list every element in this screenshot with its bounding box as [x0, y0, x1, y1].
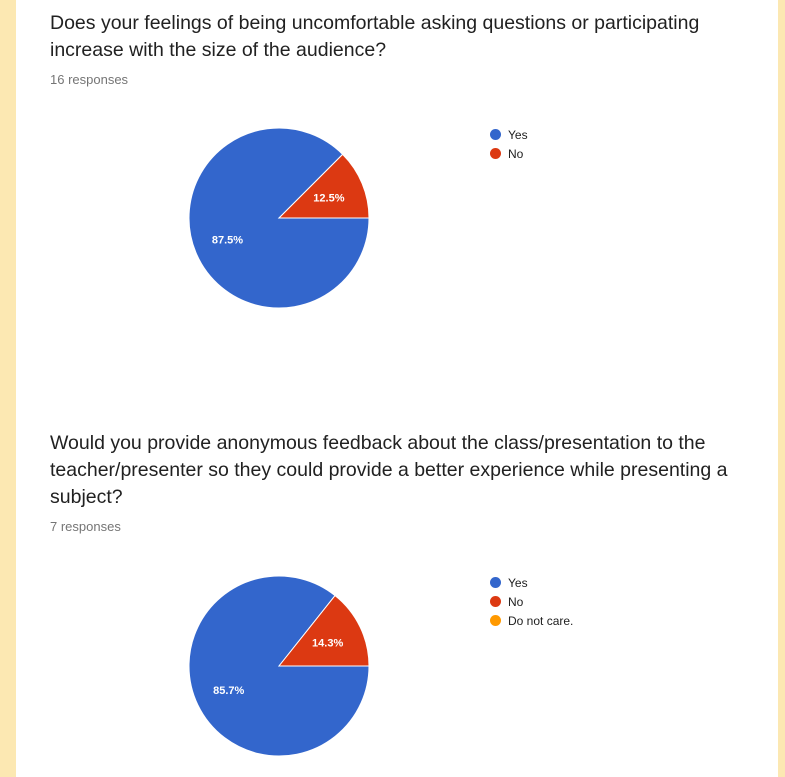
question-2-title: Would you provide anonymous feedback abo… — [50, 432, 728, 508]
pie-data-label-yes: 87.5% — [212, 234, 243, 246]
legend-item-yes: Yes — [490, 573, 573, 592]
pie-slice-no — [277, 594, 370, 667]
pie-slice-no — [277, 153, 370, 219]
legend-label: Do not care. — [508, 613, 574, 628]
legend-label: No — [508, 146, 524, 161]
legend-label: No — [508, 594, 524, 609]
question-2-pie-chart: 85.7% 14.3% — [188, 575, 370, 757]
question-2-legend: Yes No Do not care. — [490, 573, 573, 630]
question-1-title: Does your feelings of being uncomfortabl… — [50, 12, 700, 61]
legend-item-do-not-care: Do not care. — [490, 611, 573, 630]
question-1-legend: Yes No — [490, 125, 528, 163]
legend-item-no: No — [490, 592, 573, 611]
question-2-response-count: 7 responses — [50, 519, 121, 534]
pie-data-label-no: 12.5% — [313, 192, 344, 204]
legend-label: Yes — [508, 575, 528, 590]
pie-data-label-no: 14.3% — [312, 638, 343, 650]
question-1-pie-chart: 87.5% 12.5% — [188, 127, 370, 309]
survey-card: Does your feelings of being uncomfortabl… — [16, 0, 778, 777]
legend-swatch — [490, 615, 501, 626]
question-1-response-count: 16 responses — [50, 72, 129, 87]
legend-swatch — [490, 577, 501, 588]
legend-item-yes: Yes — [490, 125, 528, 144]
legend-swatch — [490, 596, 501, 607]
pie-data-label-yes: 85.7% — [213, 685, 244, 697]
legend-swatch — [490, 148, 501, 159]
legend-item-no: No — [490, 144, 528, 163]
legend-label: Yes — [508, 127, 528, 142]
legend-swatch — [490, 129, 501, 140]
